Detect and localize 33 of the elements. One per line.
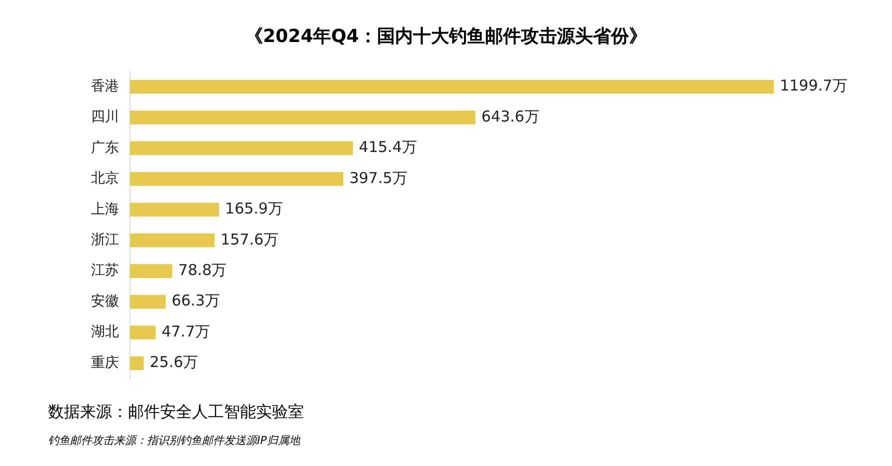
bar [130, 80, 774, 94]
bar [130, 326, 156, 340]
bar [130, 264, 172, 278]
bar [130, 294, 166, 309]
data-label: 397.5万 [349, 168, 408, 187]
text: 钓鱼邮件攻击来源：指识别钓鱼邮件发送源IP归属地 [47, 433, 302, 449]
bar [130, 110, 476, 124]
data-label: 1199.7万 [780, 76, 848, 95]
data-label: 25.6万 [150, 353, 198, 372]
y-tick-label: 湖北 [91, 324, 119, 340]
y-tick-label: 四川 [91, 109, 119, 126]
data-label: 157.6万 [220, 230, 279, 248]
y-tick-label: 上海 [91, 201, 119, 218]
data-label: 47.7万 [162, 322, 210, 340]
bar [130, 233, 215, 248]
data-label: 66.3万 [172, 292, 220, 310]
data-label: 165.9万 [225, 200, 283, 218]
data-label: 415.4万 [358, 138, 417, 156]
bar [130, 356, 144, 370]
data-label: 78.8万 [178, 260, 227, 279]
y-tick-label: 浙江 [91, 232, 119, 248]
bar [130, 202, 220, 217]
data-label: 643.6万 [481, 107, 540, 126]
y-tick-label: 广东 [91, 140, 119, 156]
bar [130, 172, 344, 186]
source-note: 数据来源：邮件安全人工智能实验室 [47, 401, 305, 423]
chart-title: 《2024年Q4：国内十大钓鱼邮件攻击源头省份》 [244, 25, 648, 49]
y-tick-label: 香港 [91, 78, 119, 94]
y-tick-label: 北京 [91, 170, 119, 187]
y-tick-label: 江苏 [91, 262, 119, 279]
bar [130, 141, 353, 156]
y-tick-label: 安徽 [91, 293, 119, 310]
y-tick-label: 重庆 [91, 354, 119, 371]
